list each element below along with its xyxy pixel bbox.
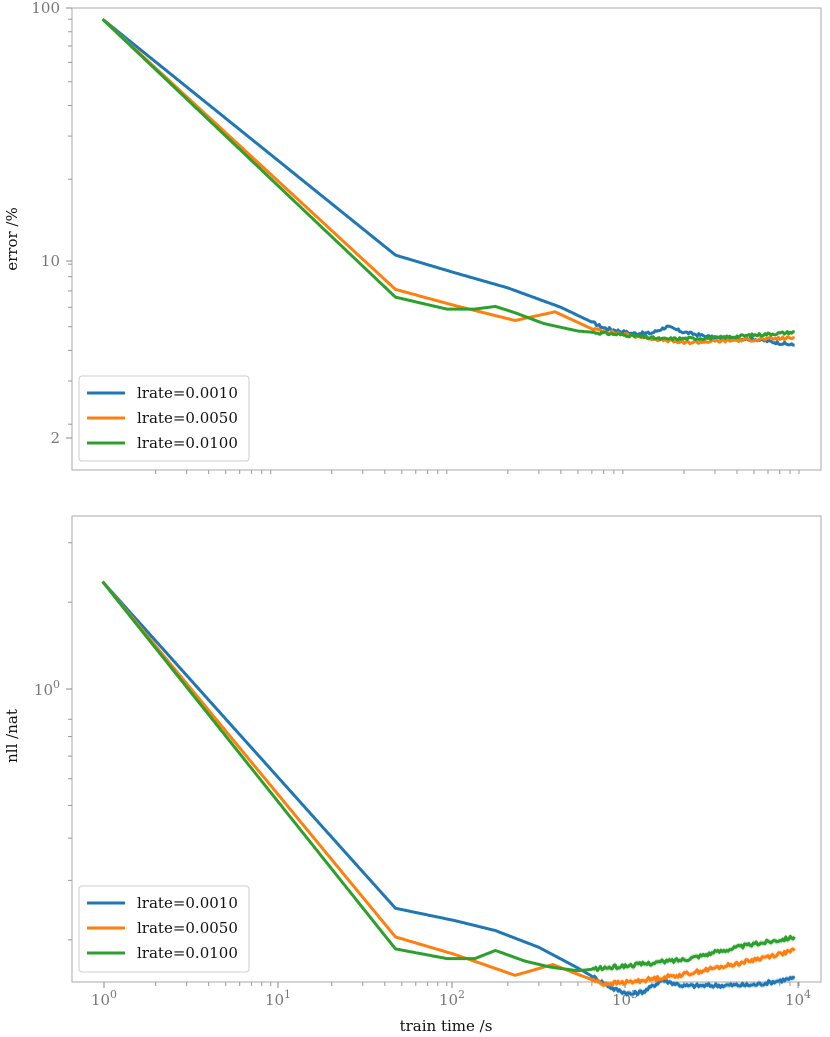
top-y-tick-100: 100 [31, 0, 72, 17]
x-tick-10000: 104 [785, 982, 811, 1009]
bottom-y-minor-ticks [68, 542, 72, 941]
x-tick-100: 102 [439, 982, 465, 1009]
top-y-tick-label-2: 2 [50, 429, 60, 447]
bottom-y-axis-label: nll /nat [3, 709, 21, 763]
top-panel: 100 10 2 error /% lrate=0.0010 lrate=0.0… [3, 0, 822, 474]
top-y-axis-label: error /% [3, 207, 21, 271]
bottom-legend-label-2: lrate=0.0100 [137, 944, 238, 962]
top-series-line-1 [101, 18, 795, 346]
top-x-minor-ticks [155, 470, 800, 474]
bottom-series-line-1 [101, 580, 796, 987]
top-legend-label-0: lrate=0.0010 [137, 384, 238, 402]
bottom-legend-label-1: lrate=0.0050 [137, 919, 238, 937]
top-legend-label-1: lrate=0.0050 [137, 409, 238, 427]
x-tick-label-10: 101 [265, 988, 291, 1009]
x-tick-label-10000: 104 [785, 988, 811, 1009]
bottom-legend-label-0: lrate=0.0010 [137, 894, 238, 912]
top-series-line-2 [101, 18, 796, 342]
bottom-legend: lrate=0.0010 lrate=0.0050 lrate=0.0100 [78, 885, 250, 973]
top-y-tick-2: 2 [50, 429, 72, 447]
x-tick-10: 101 [265, 982, 291, 1009]
top-y-tick-10: 10 [41, 252, 72, 270]
top-y-minor-ticks [68, 18, 72, 425]
bottom-series-group [101, 580, 796, 998]
top-legend: lrate=0.0010 lrate=0.0050 lrate=0.0100 [78, 375, 250, 462]
x-tick-1: 100 [91, 982, 117, 1009]
bottom-legend-box [78, 885, 250, 973]
top-series-line-0 [101, 18, 795, 347]
x-tick-label-100: 102 [439, 988, 465, 1009]
bottom-series-line-2 [101, 580, 796, 973]
bottom-series-line-0 [101, 580, 796, 997]
top-legend-box [78, 375, 250, 462]
x-axis-label: train time /s [400, 1017, 493, 1035]
top-legend-label-2: lrate=0.0100 [137, 434, 238, 452]
bottom-y-tick-label-1: 100 [34, 678, 60, 699]
top-y-tick-label-10: 10 [41, 252, 60, 270]
x-tick-label-1: 100 [91, 988, 117, 1009]
top-series-group [101, 18, 796, 347]
bottom-panel: 100 100 101 102 103 104 nll /nat train t… [3, 515, 822, 1035]
bottom-y-tick-1: 100 [34, 678, 72, 699]
top-y-tick-label-100: 100 [31, 0, 60, 17]
